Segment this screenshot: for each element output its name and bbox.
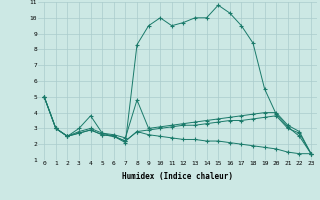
X-axis label: Humidex (Indice chaleur): Humidex (Indice chaleur) bbox=[122, 172, 233, 181]
